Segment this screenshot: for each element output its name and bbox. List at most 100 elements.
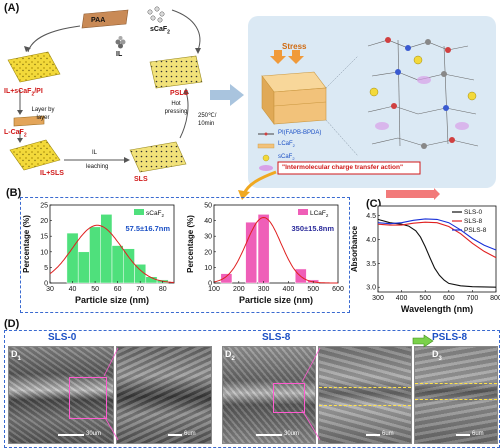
sem-d2-label-main: D [225, 349, 232, 359]
sem-image-d1-overview [8, 346, 114, 444]
legend-lcaf2-main: LCaF [278, 141, 293, 147]
y-tick-label-0: 0 [208, 281, 212, 288]
x-tick-label-2: 50 [91, 286, 99, 293]
mean-annotation: 350±15.8nm [292, 224, 335, 233]
scaf2-label-sub: 2 [167, 29, 170, 36]
x-tick-label-3: 60 [114, 286, 122, 293]
scalebar-d2-right-label: 6um [382, 431, 394, 437]
panel-b-frame [20, 197, 350, 313]
il-label: IL [116, 51, 123, 58]
il-scaf2-pi-label-tail: /PI [34, 88, 43, 95]
y-tick-label-4: 40 [204, 218, 212, 225]
sem-image-d1-zoom [116, 346, 212, 444]
hot-pressing-label: Hot pressing [164, 101, 188, 115]
y-tick-label-1: 5 [44, 265, 48, 272]
legend-swatch [298, 209, 308, 215]
sem-d1-label-main: D [11, 349, 18, 359]
d3-arrow-icon [412, 334, 434, 348]
lcaf2-film [13, 115, 45, 127]
scalebar-d1-right [168, 434, 182, 436]
scalebar-d2-left [256, 434, 282, 436]
histogram-lcaf2: 100 200 300 400 500 600 0 10 20 30 40 50 Particle si… [186, 203, 344, 306]
sem-d3-dashline-top [415, 383, 497, 384]
legend-lcaf2-sub: 2 [292, 143, 295, 149]
scalebar-d2-right [366, 434, 380, 436]
il-scaf2-pi-film [7, 51, 61, 83]
sem-d2-texture [223, 347, 315, 443]
sem-d3-label: D3 [432, 349, 442, 362]
y-tick-label-4: 20 [40, 218, 48, 225]
il-arrow-label: IL [92, 150, 98, 156]
x-tick-label-4: 700 [467, 295, 479, 302]
mechanism-illustration [257, 37, 479, 175]
panel-label-a: (A) [4, 2, 20, 14]
molecule-atoms [369, 37, 477, 149]
legend-icon-pi [258, 132, 274, 136]
sem-d2z-dashline-top [319, 387, 411, 388]
condition-label: 250℃/ 10min [198, 113, 217, 127]
sem-d1-texture [9, 347, 113, 443]
charge-transfer-box [277, 161, 421, 175]
sem-image-d2-overview [222, 346, 316, 444]
leaching-label: leaching [86, 164, 109, 170]
sls-label: SLS [134, 176, 148, 183]
bar-1 [245, 221, 258, 284]
x-tick-label-5: 800 [490, 295, 500, 302]
legend-scaf2-label: sCaF2 [278, 154, 295, 161]
x-tick-label-0: 30 [46, 286, 54, 293]
sem-d3-label-main: D [432, 349, 439, 359]
y-axis-label: Percentage (%) [22, 215, 31, 273]
bar-1 [77, 251, 90, 284]
sem-d3-texture [415, 347, 497, 443]
sem-d2-label-sub: 2 [231, 355, 235, 362]
scaf2-particles-icon [147, 6, 165, 23]
sem-d3-dashline-bottom [415, 399, 497, 400]
legend-scaf2-sub: 2 [292, 156, 295, 162]
x-tick-label-5: 80 [159, 286, 167, 293]
lcaf2-label-sub: 2 [23, 132, 27, 139]
legend-lcaf2-label: LCaF2 [278, 141, 295, 148]
legend-icon-scaf2 [262, 154, 270, 162]
y-tick-label-5: 50 [204, 203, 212, 210]
sem-d2z-dashline-bottom [319, 405, 411, 406]
legend-label-1: SLS-8 [464, 218, 482, 225]
x-tick-label-1: 400 [396, 295, 408, 302]
y-tick-label-0: 0 [44, 281, 48, 288]
il-scaf2-pi-label-main: IL+sCaF [4, 88, 32, 95]
sls-film [129, 141, 187, 173]
il-sls-film [9, 139, 61, 171]
sem-d2-highlight-box [273, 383, 305, 413]
cycle-arrows [19, 9, 201, 161]
x-tick-label-5: 600 [332, 286, 344, 293]
fit-curve [49, 224, 175, 283]
sem-d3-label-sub: 3 [438, 355, 442, 362]
legend-scaf2-main: sCaF [278, 154, 293, 160]
x-tick-label-4: 500 [307, 286, 319, 293]
bar-2 [89, 226, 101, 284]
process-schematic [7, 6, 203, 173]
y-tick-label-1: 10 [204, 265, 212, 272]
sem-image-d2-zoom [318, 346, 412, 444]
y-tick-label-2: 4.0 [366, 237, 376, 244]
y-tick-label-1: 3.5 [366, 261, 376, 268]
legend-label-sub: 2 [162, 213, 165, 218]
legend-icon-charge [259, 165, 273, 171]
sem-d1z-texture [117, 347, 211, 443]
psls-label: PSLS [170, 90, 189, 97]
x-tick-label-0: 100 [208, 286, 220, 293]
bar-0 [220, 273, 233, 284]
flow-arrow-to-c [386, 188, 440, 200]
panel-label-d: (D) [4, 318, 20, 330]
flow-arrow-down [238, 170, 277, 200]
stress-label: Stress [282, 42, 307, 51]
sem-d2-label: D2 [225, 349, 235, 362]
absorbance-chart: 300 400 500 600 700 800 3.0 3.5 4.0 4.5 Wavelength… [350, 205, 500, 314]
legend-label: LCaF2 [310, 210, 329, 218]
molecular-network [367, 39, 479, 147]
sem-d1-label: D1 [11, 349, 21, 362]
lcaf2-label-main: L-CaF [4, 129, 24, 136]
y-tick-label-2: 20 [204, 249, 212, 256]
scalebar-d2-left-label: 30um [284, 431, 300, 437]
bar-4 [111, 245, 124, 284]
scaf2-label: sCaF2 [150, 26, 170, 35]
